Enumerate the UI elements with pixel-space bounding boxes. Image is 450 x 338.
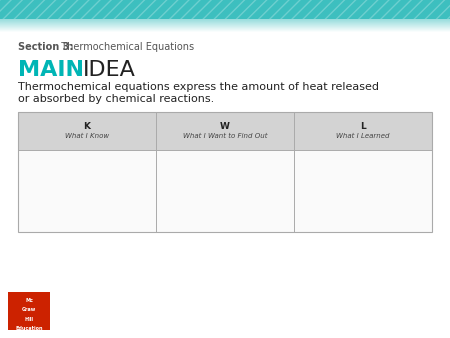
Bar	[0, 22, 450, 23]
Text: Graw: Graw	[22, 307, 36, 312]
Bar	[8, 292, 50, 330]
Text: MAIN: MAIN	[18, 60, 84, 80]
Bar	[0, 0, 450, 19]
Text: What I Learned: What I Learned	[336, 133, 390, 139]
Text: K: K	[84, 122, 90, 131]
Text: Thermochemical Equations: Thermochemical Equations	[55, 42, 194, 52]
Bar	[0, 21, 450, 22]
Text: or absorbed by chemical reactions.: or absorbed by chemical reactions.	[18, 94, 214, 104]
Bar	[0, 23, 450, 24]
Bar	[0, 20, 450, 21]
Bar	[0, 29, 450, 30]
Bar	[0, 30, 450, 31]
Text: Education: Education	[15, 326, 43, 331]
Bar	[18, 150, 432, 232]
Bar	[18, 112, 432, 150]
Text: IDEA: IDEA	[83, 60, 136, 80]
Text: Thermochemical equations express the amount of heat released: Thermochemical equations express the amo…	[18, 82, 379, 92]
Bar	[0, 0, 450, 19]
Bar	[18, 112, 432, 232]
Text: What I Know: What I Know	[65, 133, 109, 139]
Text: L: L	[360, 122, 366, 131]
Bar	[0, 26, 450, 27]
Text: Hill: Hill	[24, 317, 33, 322]
Text: What I Want to Find Out: What I Want to Find Out	[183, 133, 267, 139]
Text: Section 3:: Section 3:	[18, 42, 73, 52]
Bar	[0, 27, 450, 28]
Bar	[0, 24, 450, 25]
Text: Mc: Mc	[25, 298, 33, 303]
Bar	[0, 28, 450, 29]
Text: W: W	[220, 122, 230, 131]
Bar	[0, 25, 450, 26]
Bar	[0, 19, 450, 20]
Bar	[0, 31, 450, 32]
